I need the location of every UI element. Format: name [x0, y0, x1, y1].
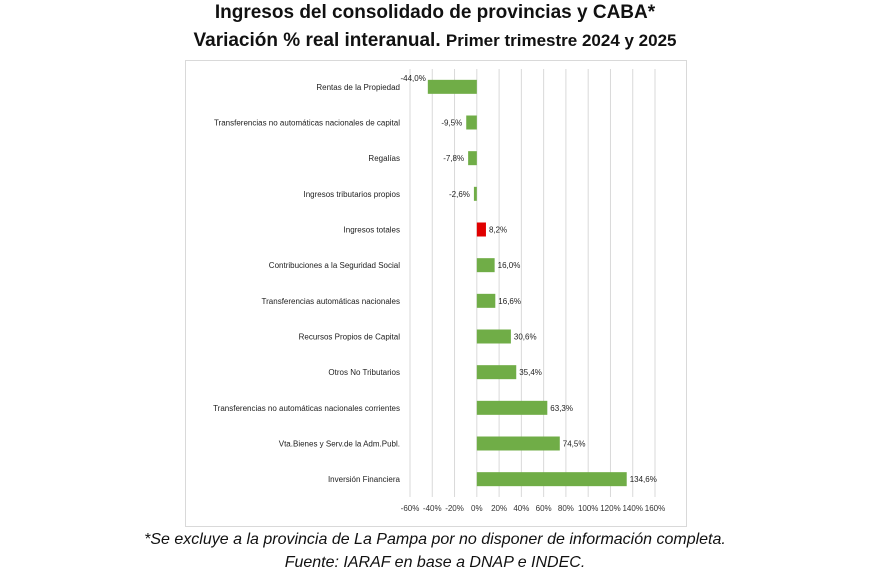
bar: [476, 222, 486, 237]
bar: [476, 472, 627, 487]
category-label: Transferencias automáticas nacionales: [262, 297, 400, 306]
bar: [476, 400, 548, 415]
category-label: Transferencias no automáticas nacionales…: [214, 119, 400, 128]
data-label: 63,3%: [550, 404, 573, 413]
category-label: Rentas de la Propiedad: [316, 83, 400, 92]
subtitle-period: Primer trimestre 2024 y 2025: [445, 31, 677, 50]
x-tick-label: 100%: [578, 504, 598, 513]
bar: [476, 365, 517, 380]
x-tick-label: 0%: [471, 504, 483, 513]
category-label: Regalías: [368, 154, 400, 163]
x-tick-label: 80%: [558, 504, 574, 513]
category-label: Transferencias no automáticas nacionales…: [213, 404, 400, 413]
bar: [468, 151, 477, 166]
x-tick-label: -20%: [445, 504, 464, 513]
chart-subtitle: Variación % real interanual. Primer trim…: [0, 30, 870, 52]
source-note: Fuente: IARAF en base a DNAP e INDEC.: [284, 554, 586, 571]
data-label: 35,4%: [519, 368, 542, 377]
x-tick-label: -40%: [423, 504, 442, 513]
category-label: Vta.Bienes y Serv.de la Adm.Publ.: [279, 440, 400, 449]
category-label: Contribuciones a la Seguridad Social: [269, 261, 400, 270]
bar: [476, 329, 511, 344]
footnote: *Se excluye a la provincia de La Pampa p…: [144, 531, 726, 548]
chart-title: Ingresos del consolidado de provincias y…: [214, 2, 656, 23]
category-label: Ingresos totales: [344, 226, 400, 235]
bar: [466, 115, 477, 130]
x-tick-label: 40%: [513, 504, 529, 513]
category-label: Recursos Propios de Capital: [299, 333, 401, 342]
data-label: 16,0%: [498, 261, 521, 270]
x-tick-label: 60%: [536, 504, 552, 513]
x-tick-label: -60%: [401, 504, 420, 513]
bar: [476, 258, 495, 273]
bar: [476, 293, 496, 308]
category-label: Inversión Financiera: [328, 475, 401, 484]
data-label: 8,2%: [489, 226, 507, 235]
chart-panel: -60% -40% -20% 0% 20% 40% 60% 80% 100% 120% 140% 16…: [185, 60, 687, 527]
bar: [427, 79, 477, 94]
category-label: Ingresos tributarios propios: [304, 190, 401, 199]
data-label: -2,6%: [449, 190, 470, 199]
bar: [476, 436, 560, 451]
x-tick-label: 20%: [491, 504, 507, 513]
x-tick-label: 160%: [645, 504, 665, 513]
data-label: -7,8%: [443, 154, 464, 163]
bar-chart: -60% -40% -20% 0% 20% 40% 60% 80% 100% 120% 140% 16…: [213, 69, 665, 513]
data-label: -9,5%: [441, 119, 462, 128]
data-label: -44,0%: [400, 74, 425, 83]
data-label: 16,6%: [498, 297, 521, 306]
subtitle-main: Variación % real interanual.: [193, 30, 441, 51]
category-label: Otros No Tributarios: [328, 368, 400, 377]
data-label: 30,6%: [514, 333, 537, 342]
x-tick-label: 140%: [622, 504, 642, 513]
x-tick-label: 120%: [600, 504, 620, 513]
bar: [473, 186, 477, 201]
data-label: 134,6%: [630, 475, 657, 484]
data-label: 74,5%: [563, 440, 586, 449]
